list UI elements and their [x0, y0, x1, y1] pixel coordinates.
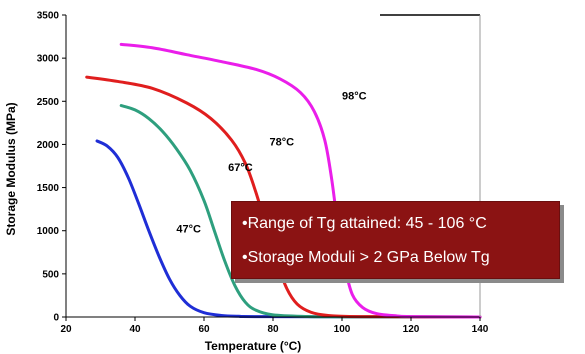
y-tick-label: 1500 — [37, 183, 60, 194]
curve-label-67c: 67°C — [228, 162, 253, 174]
curve-label-78c: 78°C — [270, 136, 295, 148]
x-tick-label: 20 — [60, 324, 72, 335]
summary-callout-box: •Range of Tg attained: 45 - 106 °C •Stor… — [231, 201, 560, 279]
x-axis-title: Temperature (°C) — [205, 339, 302, 353]
y-tick-label: 0 — [53, 313, 59, 324]
callout-line-storage-moduli: •Storage Moduli > 2 GPa Below Tg — [242, 249, 490, 266]
series-line-78c — [85, 75, 482, 319]
series-line-67c — [119, 104, 482, 319]
series-line-98c — [119, 42, 482, 319]
y-tick-label: 3500 — [37, 11, 60, 22]
x-tick-label: 140 — [472, 324, 489, 335]
y-tick-label: 2000 — [37, 140, 60, 151]
y-axis-title: Storage Modulus (MPa) — [4, 102, 18, 235]
curve-label-47c: 47°C — [176, 223, 201, 235]
y-tick-label: 3000 — [37, 54, 60, 65]
y-tick-label: 500 — [42, 269, 59, 280]
y-tick-label: 1000 — [37, 226, 60, 237]
x-tick-label: 100 — [334, 324, 351, 335]
x-tick-label: 80 — [267, 324, 279, 335]
y-tick-label: 2500 — [37, 97, 60, 108]
tick-layer: 20 40 60 80 100 120 140 0 500 1000 1500 2000 2500 300… — [37, 11, 489, 336]
x-tick-label: 60 — [198, 324, 210, 335]
curve-label-98c: 98°C — [342, 91, 367, 103]
x-tick-label: 120 — [403, 324, 420, 335]
curve-label-layer: 98°C 78°C 67°C 47°C — [176, 91, 366, 236]
callout-line-tg-range: •Range of Tg attained: 45 - 106 °C — [242, 215, 487, 232]
series-line-47c — [95, 139, 482, 319]
x-tick-label: 40 — [129, 324, 141, 335]
